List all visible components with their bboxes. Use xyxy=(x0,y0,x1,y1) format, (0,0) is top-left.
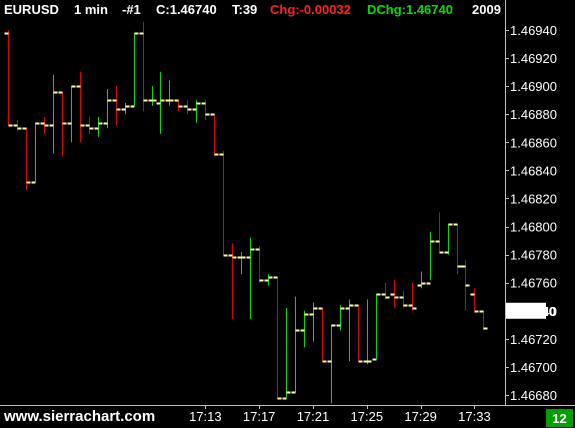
ohlc-bar xyxy=(228,243,237,320)
y-tick-label: 1.46920 xyxy=(510,51,557,66)
y-tick-label: 1.46760 xyxy=(510,276,557,291)
ohlc-bar xyxy=(318,307,327,363)
ohlc-bar xyxy=(282,307,291,400)
x-tick-label: 17:13 xyxy=(189,409,222,424)
y-axis: 1.46940 1.46920 1.46900 1.46880 1.46860 1.468… xyxy=(505,23,557,403)
ohlc-bar xyxy=(354,304,363,363)
ohlc-bar xyxy=(67,85,76,143)
ohlc-bar xyxy=(49,74,58,154)
ohlc-bar xyxy=(76,72,85,143)
ohlc-bar xyxy=(4,30,13,127)
header-change: Chg:-0.00032 xyxy=(270,2,351,17)
ohlc-bar xyxy=(264,274,273,286)
ohlc-bar xyxy=(327,324,336,404)
x-tick-label: 17:25 xyxy=(351,409,384,424)
y-tick-label: 1.46800 xyxy=(510,220,557,235)
ohlc-bar xyxy=(273,276,282,400)
ohlc-bar xyxy=(94,117,103,137)
ohlc-bar xyxy=(336,305,345,331)
x-tick-label: 17:29 xyxy=(404,409,437,424)
y-tick-label: 1.46680 xyxy=(510,388,557,403)
y-tick-label: 1.46860 xyxy=(510,135,557,150)
watermark-bg xyxy=(0,407,182,428)
ohlc-bar xyxy=(156,72,165,134)
ohlc-bar xyxy=(31,122,40,184)
ohlc-bar xyxy=(103,88,112,129)
header-year: 2009 xyxy=(472,2,501,17)
y-tick-label: 1.46780 xyxy=(510,248,557,263)
current-price-box xyxy=(506,302,546,319)
ohlc-bar xyxy=(309,302,318,342)
ohlc-bars xyxy=(4,21,488,404)
header-interval: 1 min xyxy=(74,2,108,17)
y-tick-label: 1.46900 xyxy=(510,79,557,94)
ohlc-bar xyxy=(363,299,372,365)
ohlc-bar xyxy=(399,291,408,308)
ohlc-bar xyxy=(461,260,470,311)
x-tick-label: 17:21 xyxy=(297,409,330,424)
ohlc-bar xyxy=(408,282,417,311)
ohlc-bar xyxy=(426,232,435,285)
ohlc-bar xyxy=(201,100,210,120)
ohlc-bar xyxy=(85,117,94,134)
ohlc-bar xyxy=(112,86,121,126)
ohlc-bar xyxy=(291,296,300,394)
watermark-text[interactable]: www.sierrachart.com xyxy=(3,408,155,425)
y-tick-label: 1.46820 xyxy=(510,191,557,206)
ohlc-bar xyxy=(58,91,67,157)
ohlc-bar xyxy=(453,223,462,275)
bar-count-label: 12 xyxy=(552,411,566,426)
ohlc-bar xyxy=(417,271,426,289)
ohlc-bar xyxy=(148,86,157,106)
ohlc-bar xyxy=(121,103,130,115)
header-symbol: EURUSD xyxy=(4,2,59,17)
header-trades: T:39 xyxy=(232,2,257,17)
ohlc-bar xyxy=(345,299,354,362)
header-chart-number: -#1 xyxy=(122,2,141,17)
ohlc-bar xyxy=(13,119,22,132)
ohlc-bar xyxy=(246,237,255,320)
y-tick-label: 1.46720 xyxy=(510,332,557,347)
x-tick-label: 17:33 xyxy=(458,409,491,424)
ohlc-bar xyxy=(444,223,453,255)
header-daily-change: DChg:1.46740 xyxy=(367,2,453,17)
ohlc-bar xyxy=(390,279,399,308)
ohlc-bar xyxy=(479,310,488,331)
chart-header: EURUSD 1 min -#1 C:1.46740 T:39 Chg:-0.0… xyxy=(4,2,501,17)
ohlc-bar xyxy=(210,113,219,157)
ohlc-bar xyxy=(165,80,174,106)
ohlc-bar xyxy=(237,251,246,275)
ohlc-bar xyxy=(40,117,49,134)
current-price-label: 1.46740 xyxy=(509,304,556,319)
ohlc-bar xyxy=(300,310,309,348)
current-price-marker: 1.46740 xyxy=(506,302,556,319)
ohlc-bar xyxy=(435,212,444,254)
y-tick-label: 1.46940 xyxy=(510,23,557,38)
x-tick-label: 17:17 xyxy=(243,409,276,424)
x-axis: 17:13 17:17 17:21 17:25 17:29 17:33 xyxy=(189,405,491,424)
ohlc-bar xyxy=(219,150,228,257)
ohlc-bar xyxy=(139,21,148,112)
ohlc-bar xyxy=(381,282,390,300)
header-close: C:1.46740 xyxy=(156,2,217,17)
ohlc-bar xyxy=(192,100,201,123)
y-tick-label: 1.46880 xyxy=(510,107,557,122)
bar-count-badge[interactable] xyxy=(546,409,573,427)
ohlc-bar xyxy=(183,100,192,115)
ohlc-bar xyxy=(22,127,31,191)
ohlc-bar xyxy=(255,246,264,283)
ohlc-bar xyxy=(174,99,183,112)
ohlc-bar xyxy=(470,288,479,313)
y-tick-label: 1.46700 xyxy=(510,360,557,375)
ohlc-bar xyxy=(130,32,139,108)
ohlc-bar xyxy=(372,293,381,361)
y-tick-label: 1.46840 xyxy=(510,163,557,178)
